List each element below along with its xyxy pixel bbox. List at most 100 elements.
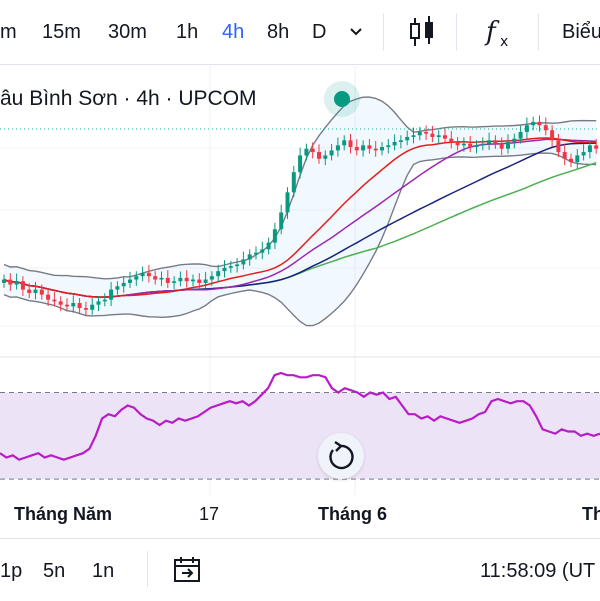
time-axis-label: 17 [199, 504, 220, 524]
candle-body [562, 152, 567, 159]
candle-body [335, 145, 340, 151]
candle-body [71, 303, 76, 307]
candle-body [317, 152, 321, 159]
candle-body [373, 148, 378, 151]
timeframe-15m[interactable]: 15m [42, 21, 81, 43]
candle-body [134, 276, 139, 280]
candle-body [543, 125, 548, 131]
candle-body [58, 301, 63, 305]
candle-body [241, 259, 246, 265]
reset-icon [329, 441, 354, 470]
toolbar-divider [538, 14, 539, 50]
candle-body [96, 301, 101, 305]
candlestick-icon[interactable] [408, 14, 438, 55]
timeframe-4h[interactable]: 4h [222, 21, 245, 43]
bollinger-basis-line [3, 137, 597, 298]
candle-body [102, 299, 107, 302]
candle-body [531, 121, 536, 126]
candle-body [184, 277, 189, 282]
symbol-legend[interactable]: âu Bình Sơn · 4h · UPCOM [0, 87, 257, 110]
candle-body [228, 266, 233, 268]
price-chart[interactable] [0, 64, 600, 534]
candle-body [499, 143, 504, 149]
chevron-down-icon[interactable] [346, 22, 366, 47]
candle-body [222, 267, 227, 272]
candle-body [594, 145, 599, 149]
candle-body [285, 192, 290, 213]
toolbar-divider [147, 551, 148, 587]
candle-body [443, 135, 447, 139]
candle-body [46, 294, 51, 300]
candle-body [493, 140, 498, 144]
candle-body [109, 289, 114, 300]
candle-body [83, 308, 88, 310]
range-1p[interactable]: 1p [0, 560, 23, 582]
timeframe-30m[interactable]: 30m [108, 21, 147, 43]
range-1n[interactable]: 1n [92, 560, 115, 582]
fx-icon[interactable]: f x [484, 14, 516, 55]
bottom-toolbar: 1p 5n 1n 11:58:09 (UT [0, 538, 600, 601]
candle-body [392, 142, 397, 146]
candle-body [537, 121, 542, 126]
candle-body [172, 281, 177, 283]
candle-body [468, 143, 473, 148]
candle-body [254, 252, 258, 255]
market-status-indicator[interactable] [324, 81, 360, 117]
candle-body [461, 143, 466, 146]
candle-body [361, 145, 366, 151]
candle-body [417, 131, 422, 136]
time-axis-label: Tháng Năm [14, 504, 113, 524]
goto-date-icon[interactable] [172, 555, 202, 590]
candle-body [436, 135, 441, 137]
candle-body [247, 254, 252, 260]
candle-body [581, 152, 586, 156]
candle-body [380, 147, 384, 151]
candle-body [430, 133, 435, 137]
range-5n[interactable]: 5n [43, 560, 66, 582]
candle-body [52, 299, 57, 302]
candle-body [386, 145, 391, 148]
candle-body [569, 158, 573, 163]
rsi-line [0, 371, 600, 461]
candle-body [512, 138, 517, 142]
reset-chart-button[interactable] [318, 433, 364, 479]
candle-body [216, 271, 221, 277]
candle-body [77, 303, 82, 309]
candle-body [411, 135, 416, 137]
timeframe-1h[interactable]: 1h [176, 21, 199, 43]
candle-body [128, 279, 132, 283]
layout-button[interactable]: Biểu [562, 21, 600, 43]
market-open-dot [334, 91, 350, 107]
candle-body [209, 276, 214, 280]
time-axis-label: Tháng 6 [318, 504, 388, 524]
candle-body [310, 148, 315, 153]
candle-body [153, 276, 158, 280]
candle-body [575, 155, 580, 163]
candle-body [27, 289, 32, 293]
candle-body [487, 140, 492, 144]
candle-body [146, 272, 151, 277]
candle-body [474, 145, 479, 148]
candle-body [115, 286, 120, 290]
candle-body [14, 281, 19, 285]
candle-body [524, 125, 529, 132]
timeframe-8h[interactable]: 8h [267, 21, 290, 43]
candle-body [304, 148, 309, 156]
candle-body [550, 130, 555, 141]
candle-body [260, 249, 265, 253]
toolbar-divider [383, 14, 384, 50]
candle-body [518, 131, 523, 139]
top-toolbar: m 15m 30m 1h 4h 8h D f x Biểu [0, 0, 600, 65]
candle-body [354, 147, 359, 151]
timeframe-d[interactable]: D [312, 21, 327, 43]
timeframe-m[interactable]: m [0, 21, 17, 43]
candle-body [8, 279, 13, 285]
svg-text:f: f [484, 17, 500, 47]
candle-body [342, 140, 347, 146]
candle-body [291, 172, 296, 193]
time-axis-label: Th [582, 504, 600, 524]
candle-body [159, 277, 164, 280]
candle-body [266, 242, 271, 250]
candle-body [39, 289, 44, 295]
candle-body [348, 140, 353, 148]
